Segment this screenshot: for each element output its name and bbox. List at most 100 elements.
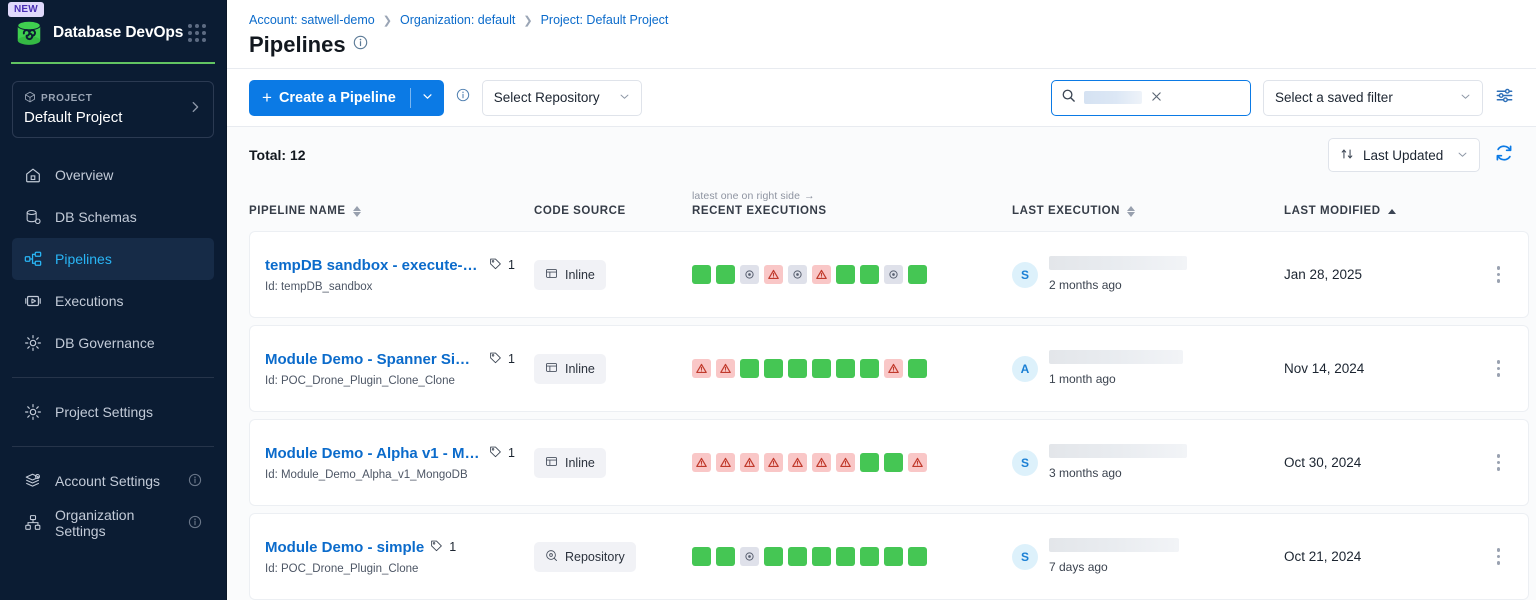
kebab-menu-icon[interactable] bbox=[1469, 360, 1528, 377]
code-source-chip[interactable]: Repository bbox=[534, 541, 636, 572]
sidebar-item-account-settings[interactable]: Account Settings bbox=[12, 460, 214, 502]
execution-status-success[interactable] bbox=[692, 265, 711, 284]
column-header-name[interactable]: PIPELINE NAME bbox=[249, 190, 534, 224]
sidebar-item-executions[interactable]: Executions bbox=[12, 280, 214, 322]
recent-executions-strip bbox=[692, 265, 1012, 284]
tag-icon bbox=[430, 539, 443, 556]
pipeline-name-link[interactable]: Module Demo - simple 1 bbox=[265, 539, 534, 556]
sidebar-item-overview[interactable]: Overview bbox=[12, 154, 214, 196]
create-pipeline-info-icon[interactable] bbox=[456, 88, 470, 107]
execution-status-failed[interactable] bbox=[812, 265, 831, 284]
execution-status-success[interactable] bbox=[884, 453, 903, 472]
sidebar-item-db-schemas[interactable]: DB Schemas bbox=[12, 196, 214, 238]
create-pipeline-label: Create a Pipeline bbox=[278, 89, 396, 106]
execution-status-failed[interactable] bbox=[812, 453, 831, 472]
execution-status-success[interactable] bbox=[740, 359, 759, 378]
pipeline-name-link[interactable]: tempDB sandbox - execute-sql 1 bbox=[265, 257, 534, 274]
code-source-chip[interactable]: Inline bbox=[534, 447, 606, 478]
code-source-chip[interactable]: Inline bbox=[534, 259, 606, 290]
close-icon[interactable] bbox=[1150, 90, 1163, 106]
table-row[interactable]: Module Demo - simple 1 Id: POC_Drone_Plu… bbox=[249, 513, 1529, 600]
create-pipeline-button[interactable]: + Create a Pipeline bbox=[249, 79, 444, 116]
project-selector-card[interactable]: PROJECT Default Project bbox=[12, 81, 214, 138]
refresh-icon[interactable] bbox=[1494, 143, 1514, 168]
filter-sliders-icon[interactable] bbox=[1495, 86, 1514, 110]
execution-status-success[interactable] bbox=[716, 265, 735, 284]
execution-status-aborted[interactable] bbox=[740, 547, 759, 566]
info-icon[interactable] bbox=[353, 35, 368, 55]
column-header-last-modified[interactable]: LAST MODIFIED bbox=[1284, 190, 1469, 224]
execution-status-aborted[interactable] bbox=[740, 265, 759, 284]
kebab-menu-icon[interactable] bbox=[1469, 548, 1528, 565]
info-icon[interactable] bbox=[188, 473, 202, 490]
execution-status-success[interactable] bbox=[884, 547, 903, 566]
execution-status-failed[interactable] bbox=[764, 453, 783, 472]
execution-status-success[interactable] bbox=[908, 265, 927, 284]
tag-count: 1 bbox=[508, 352, 515, 366]
execution-status-success[interactable] bbox=[860, 265, 879, 284]
execution-status-failed[interactable] bbox=[788, 453, 807, 472]
saved-filter-select[interactable]: Select a saved filter bbox=[1263, 79, 1483, 116]
execution-status-success[interactable] bbox=[836, 359, 855, 378]
execution-status-aborted[interactable] bbox=[788, 265, 807, 284]
execution-status-success[interactable] bbox=[908, 547, 927, 566]
execution-status-aborted[interactable] bbox=[884, 265, 903, 284]
execution-status-success[interactable] bbox=[860, 547, 879, 566]
cell-pipeline-name: Module Demo - Spanner Simple 1 Id: POC_D… bbox=[249, 325, 534, 412]
sidebar-item-organization-settings[interactable]: Organization Settings bbox=[12, 502, 214, 544]
sort-select[interactable]: Last Updated bbox=[1328, 138, 1480, 172]
execution-status-success[interactable] bbox=[860, 359, 879, 378]
execution-status-failed[interactable] bbox=[764, 265, 783, 284]
execution-status-success[interactable] bbox=[812, 359, 831, 378]
execution-status-success[interactable] bbox=[788, 547, 807, 566]
layers-gear-icon bbox=[24, 472, 42, 490]
execution-status-failed[interactable] bbox=[692, 359, 711, 378]
execution-status-failed[interactable] bbox=[884, 359, 903, 378]
table-body: tempDB sandbox - execute-sql 1 Id: tempD… bbox=[249, 231, 1529, 600]
column-header-last-execution[interactable]: LAST EXECUTION bbox=[1012, 190, 1284, 224]
code-source-chip[interactable]: Inline bbox=[534, 353, 606, 384]
search-input[interactable] bbox=[1051, 79, 1251, 116]
table-row[interactable]: Module Demo - Alpha v1 - Mongo... 1 Id: … bbox=[249, 419, 1529, 506]
sort-toggle-icon[interactable] bbox=[352, 205, 361, 217]
sidebar: NEW Database DevOps bbox=[0, 0, 227, 600]
info-icon[interactable] bbox=[188, 515, 202, 532]
sort-toggle-icon[interactable] bbox=[1127, 205, 1136, 217]
kebab-menu-icon[interactable] bbox=[1469, 454, 1528, 471]
execution-status-success[interactable] bbox=[812, 547, 831, 566]
grid-apps-icon[interactable] bbox=[188, 24, 212, 42]
nav-divider-2 bbox=[12, 446, 214, 447]
execution-status-success[interactable] bbox=[692, 547, 711, 566]
pipeline-name-link[interactable]: Module Demo - Alpha v1 - Mongo... 1 bbox=[265, 445, 534, 462]
execution-status-success[interactable] bbox=[908, 359, 927, 378]
execution-status-failed[interactable] bbox=[692, 453, 711, 472]
execution-status-success[interactable] bbox=[764, 547, 783, 566]
sidebar-item-pipelines[interactable]: Pipelines bbox=[12, 238, 214, 280]
execution-status-failed[interactable] bbox=[716, 453, 735, 472]
pipeline-name-link[interactable]: Module Demo - Spanner Simple 1 bbox=[265, 351, 534, 368]
chevron-down-icon[interactable] bbox=[411, 91, 444, 105]
breadcrumb-organization[interactable]: Organization: default bbox=[399, 13, 516, 27]
execution-status-success[interactable] bbox=[716, 547, 735, 566]
execution-status-failed[interactable] bbox=[740, 453, 759, 472]
breadcrumb-project[interactable]: Project: Default Project bbox=[540, 13, 669, 27]
sort-toggle-icon-active[interactable] bbox=[1387, 208, 1396, 214]
sidebar-item-project-settings[interactable]: Project Settings bbox=[12, 391, 214, 433]
pipeline-name-text: tempDB sandbox - execute-sql bbox=[265, 256, 483, 274]
table-row[interactable]: tempDB sandbox - execute-sql 1 Id: tempD… bbox=[249, 231, 1529, 318]
execution-status-success[interactable] bbox=[860, 453, 879, 472]
execution-status-success[interactable] bbox=[764, 359, 783, 378]
repository-select[interactable]: Select Repository bbox=[481, 79, 642, 116]
table-row[interactable]: Module Demo - Spanner Simple 1 Id: POC_D… bbox=[249, 325, 1529, 412]
execution-status-success[interactable] bbox=[788, 359, 807, 378]
sidebar-item-db-governance[interactable]: DB Governance bbox=[12, 322, 214, 364]
execution-status-failed[interactable] bbox=[716, 359, 735, 378]
kebab-menu-icon[interactable] bbox=[1469, 266, 1528, 283]
sidebar-item-label: Overview bbox=[55, 167, 114, 183]
breadcrumb-account[interactable]: Account: satwell-demo bbox=[249, 13, 375, 27]
cell-actions bbox=[1469, 419, 1529, 506]
execution-status-failed[interactable] bbox=[908, 453, 927, 472]
execution-status-success[interactable] bbox=[836, 547, 855, 566]
execution-status-failed[interactable] bbox=[836, 453, 855, 472]
execution-status-success[interactable] bbox=[836, 265, 855, 284]
